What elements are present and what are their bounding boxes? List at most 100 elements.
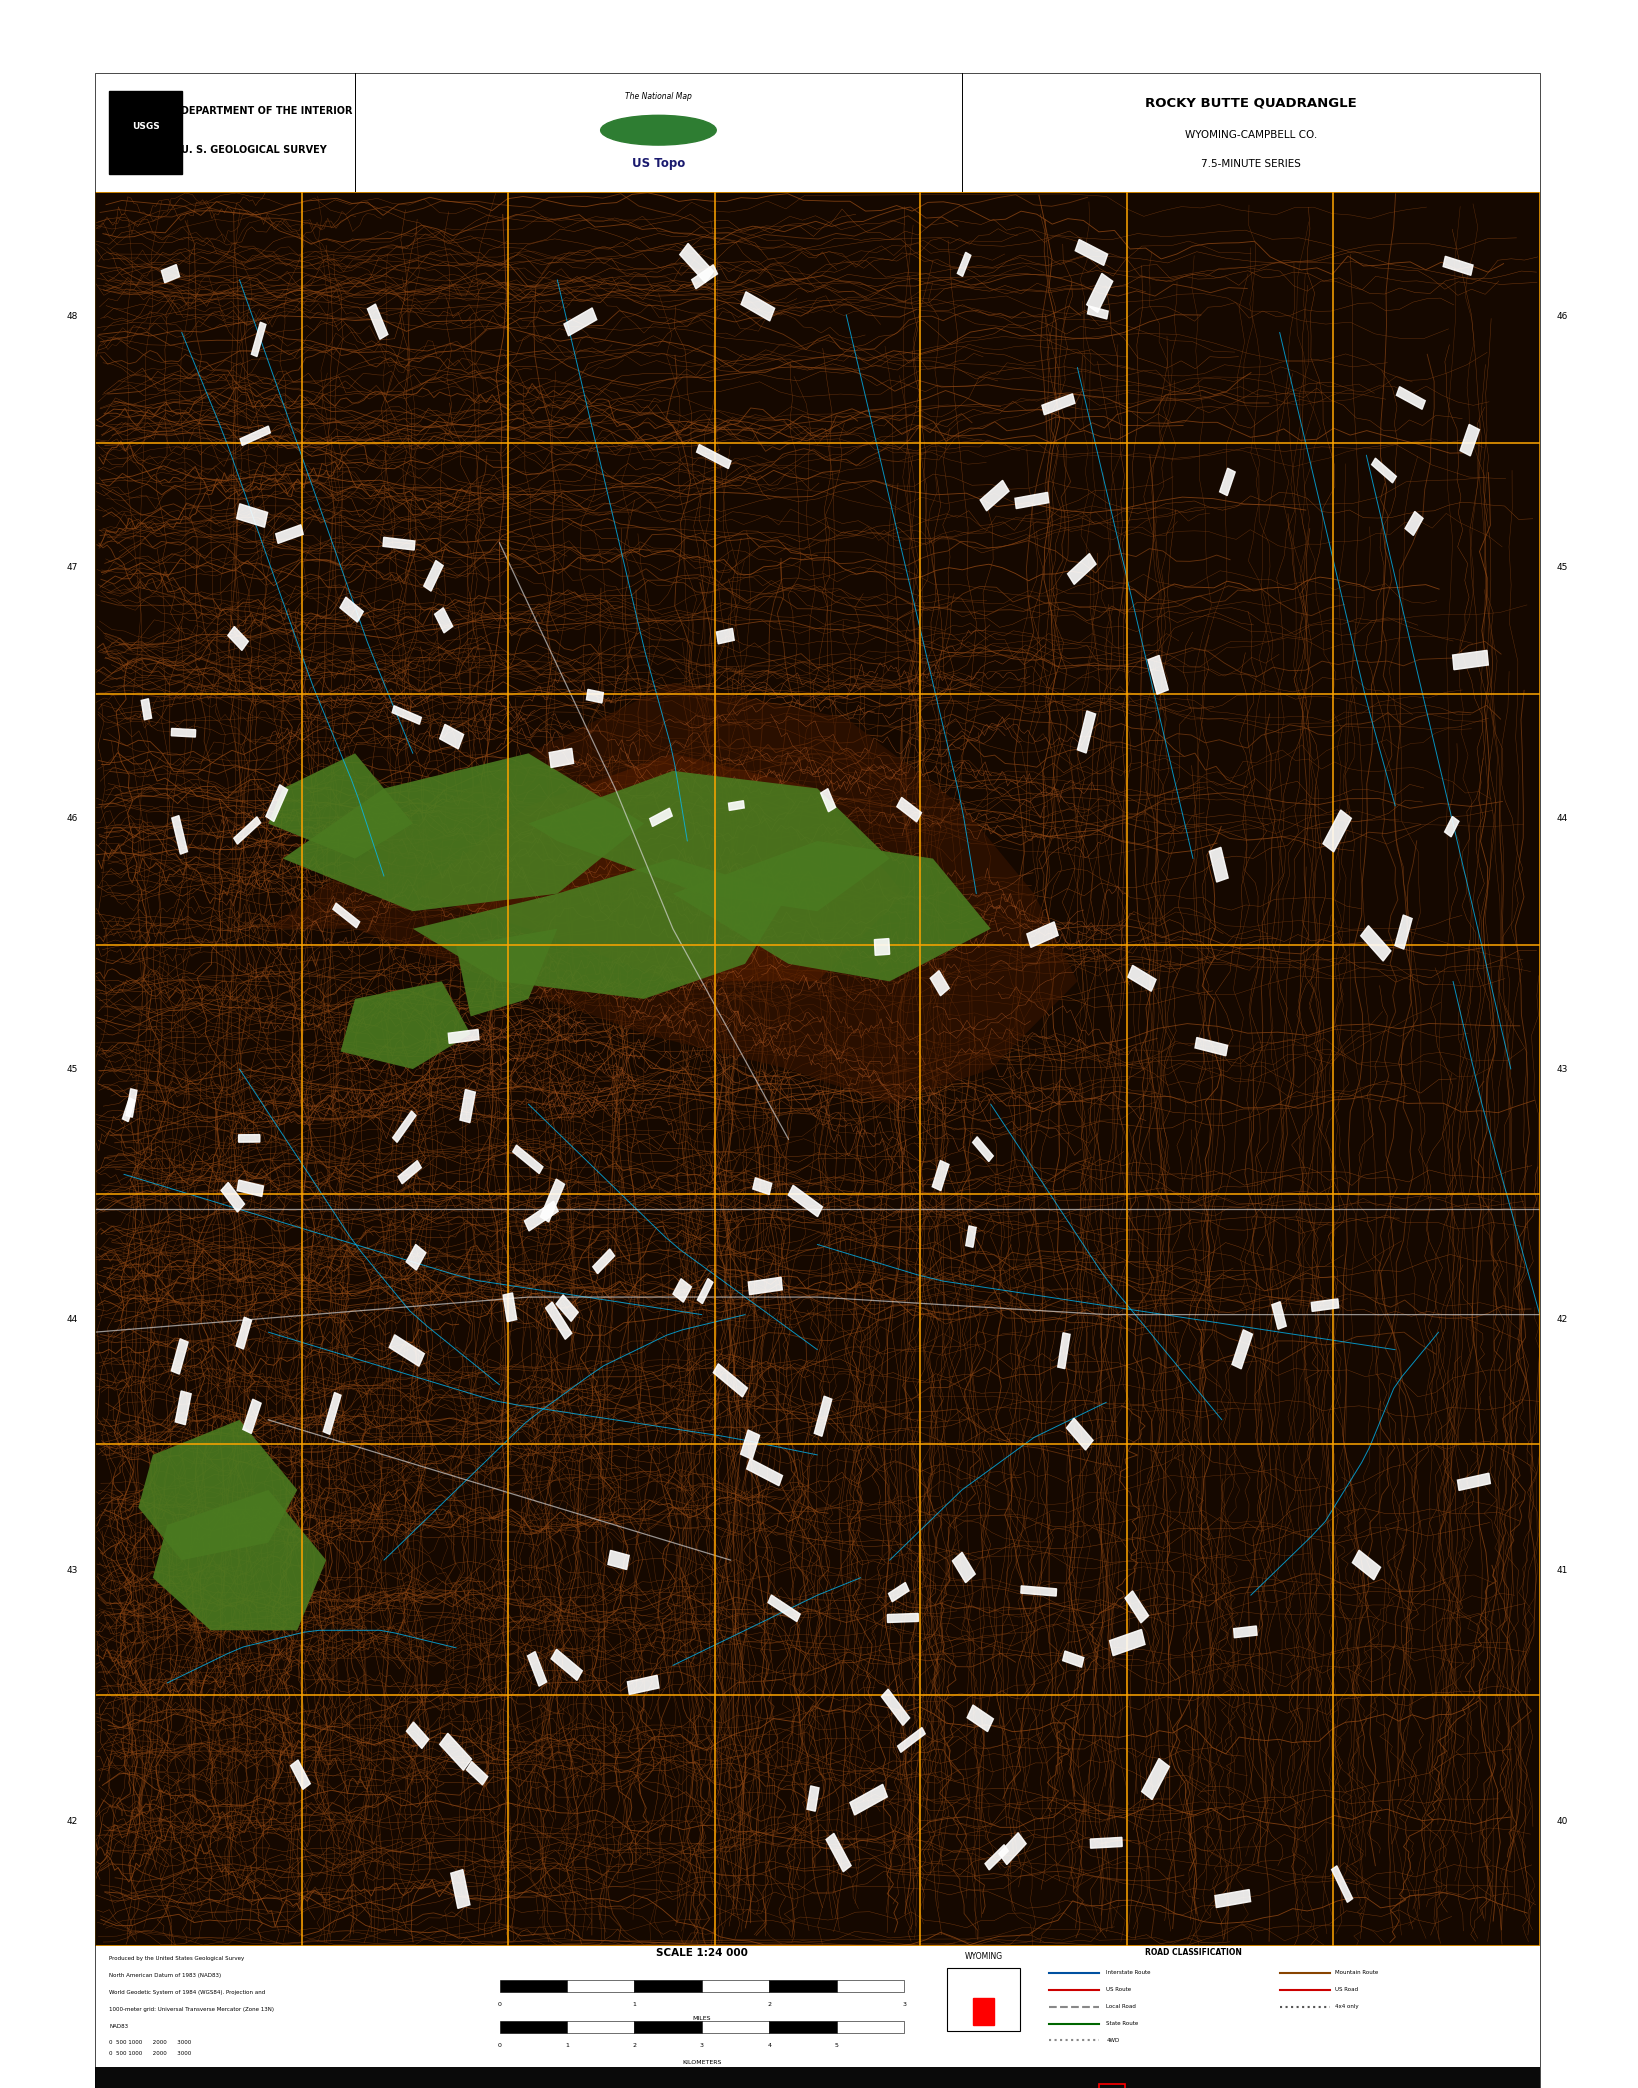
Bar <box>896 798 922 823</box>
Text: 4 800 000
FEET: 4 800 000 FEET <box>490 148 526 161</box>
Bar <box>1209 848 1228 881</box>
Bar <box>1109 1629 1145 1656</box>
Text: 0: 0 <box>498 2002 501 2007</box>
Text: US Road: US Road <box>1335 1988 1358 1992</box>
Bar <box>1086 274 1112 313</box>
Bar <box>1453 649 1489 670</box>
Text: 95: 95 <box>604 1961 616 1969</box>
Bar <box>1271 1301 1286 1330</box>
Bar <box>1196 1038 1227 1057</box>
Text: U. S. GEOLOGICAL SURVEY: U. S. GEOLOGICAL SURVEY <box>182 146 328 155</box>
Text: 93: 93 <box>1019 1961 1030 1969</box>
Bar <box>162 265 180 282</box>
Ellipse shape <box>601 115 716 144</box>
Bar <box>549 748 573 768</box>
Bar <box>1075 240 1107 265</box>
Bar <box>406 1723 429 1748</box>
Bar <box>1396 915 1412 950</box>
Bar <box>1371 457 1396 482</box>
Bar <box>236 1318 252 1349</box>
Bar <box>701 1979 770 1992</box>
Text: 93: 93 <box>192 1961 203 1969</box>
Bar <box>753 1178 771 1194</box>
Text: 44: 44 <box>67 1315 77 1324</box>
Bar <box>701 2021 770 2034</box>
Bar <box>1459 424 1479 455</box>
Polygon shape <box>455 929 557 1017</box>
Bar <box>586 689 603 704</box>
Text: 48: 48 <box>66 311 77 322</box>
Bar <box>1353 1549 1381 1581</box>
Text: KILOMETERS: KILOMETERS <box>681 2061 721 2065</box>
Bar <box>875 940 889 956</box>
Text: 2: 2 <box>632 2042 637 2048</box>
Bar <box>424 560 444 591</box>
Bar <box>837 1979 904 1992</box>
Text: ROAD CLASSIFICATION: ROAD CLASSIFICATION <box>1145 1948 1242 1956</box>
Bar <box>1232 1330 1253 1370</box>
Bar <box>434 608 452 633</box>
Bar <box>888 1614 919 1622</box>
Bar <box>973 1136 993 1161</box>
Text: MILES: MILES <box>693 2017 711 2021</box>
Bar <box>228 626 249 651</box>
Bar <box>747 1460 783 1487</box>
Bar <box>1099 2084 1125 2088</box>
Text: 3: 3 <box>699 2042 704 2048</box>
Text: Interstate Route: Interstate Route <box>1106 1971 1152 1975</box>
Bar <box>110 92 182 173</box>
Text: North American Datum of 1983 (NAD83): North American Datum of 1983 (NAD83) <box>110 1973 221 1977</box>
Bar <box>1312 1299 1338 1311</box>
Text: 43: 43 <box>66 1566 77 1574</box>
Bar <box>567 1979 634 1992</box>
Text: Produced by the United States Geological Survey: Produced by the United States Geological… <box>110 1956 244 1961</box>
Polygon shape <box>341 981 470 1069</box>
Text: 4: 4 <box>767 2042 771 2048</box>
Bar <box>439 1733 472 1771</box>
Bar <box>1215 1890 1251 1908</box>
Bar <box>450 1869 470 1908</box>
Text: 1: 1 <box>632 2002 636 2007</box>
Text: 95: 95 <box>604 169 616 177</box>
Text: 94: 94 <box>1225 1961 1237 1969</box>
Bar <box>1129 965 1156 992</box>
Bar <box>837 2021 904 2034</box>
Bar <box>713 1363 747 1397</box>
Text: 44°45'00": 44°45'00" <box>95 1977 136 1986</box>
Bar <box>390 1334 424 1366</box>
Bar <box>952 1551 975 1583</box>
Bar <box>888 1583 909 1601</box>
Bar <box>467 1762 488 1785</box>
Bar <box>999 1833 1025 1865</box>
Text: NAD83: NAD83 <box>110 2023 128 2030</box>
Bar <box>239 1134 260 1142</box>
Bar <box>449 1029 478 1044</box>
Bar <box>500 2021 567 2034</box>
Bar <box>1396 386 1425 409</box>
Bar <box>236 503 267 528</box>
Bar <box>1016 493 1048 509</box>
Bar <box>716 628 734 643</box>
Text: 42: 42 <box>67 1817 77 1827</box>
Bar <box>1148 656 1168 693</box>
Text: 5: 5 <box>835 2042 839 2048</box>
Bar <box>439 725 464 750</box>
Bar <box>627 1675 658 1695</box>
Text: Local Road: Local Road <box>1106 2004 1137 2009</box>
Text: 94: 94 <box>398 169 410 177</box>
Text: USGS: USGS <box>131 121 159 132</box>
Bar <box>947 1967 1019 2032</box>
Text: 0  500 1000      2000      3000: 0 500 1000 2000 3000 <box>110 2050 192 2057</box>
Bar <box>808 1785 819 1810</box>
Text: 47: 47 <box>66 564 77 572</box>
Text: 4x4 only: 4x4 only <box>1335 2004 1358 2009</box>
Text: 45: 45 <box>66 1065 77 1073</box>
Bar <box>172 1338 188 1374</box>
Bar <box>1405 512 1423 535</box>
Bar <box>141 699 152 720</box>
Bar <box>814 1397 832 1437</box>
Bar <box>563 307 596 336</box>
Bar <box>126 1088 138 1117</box>
Polygon shape <box>269 754 413 858</box>
Bar <box>1091 1837 1122 1848</box>
